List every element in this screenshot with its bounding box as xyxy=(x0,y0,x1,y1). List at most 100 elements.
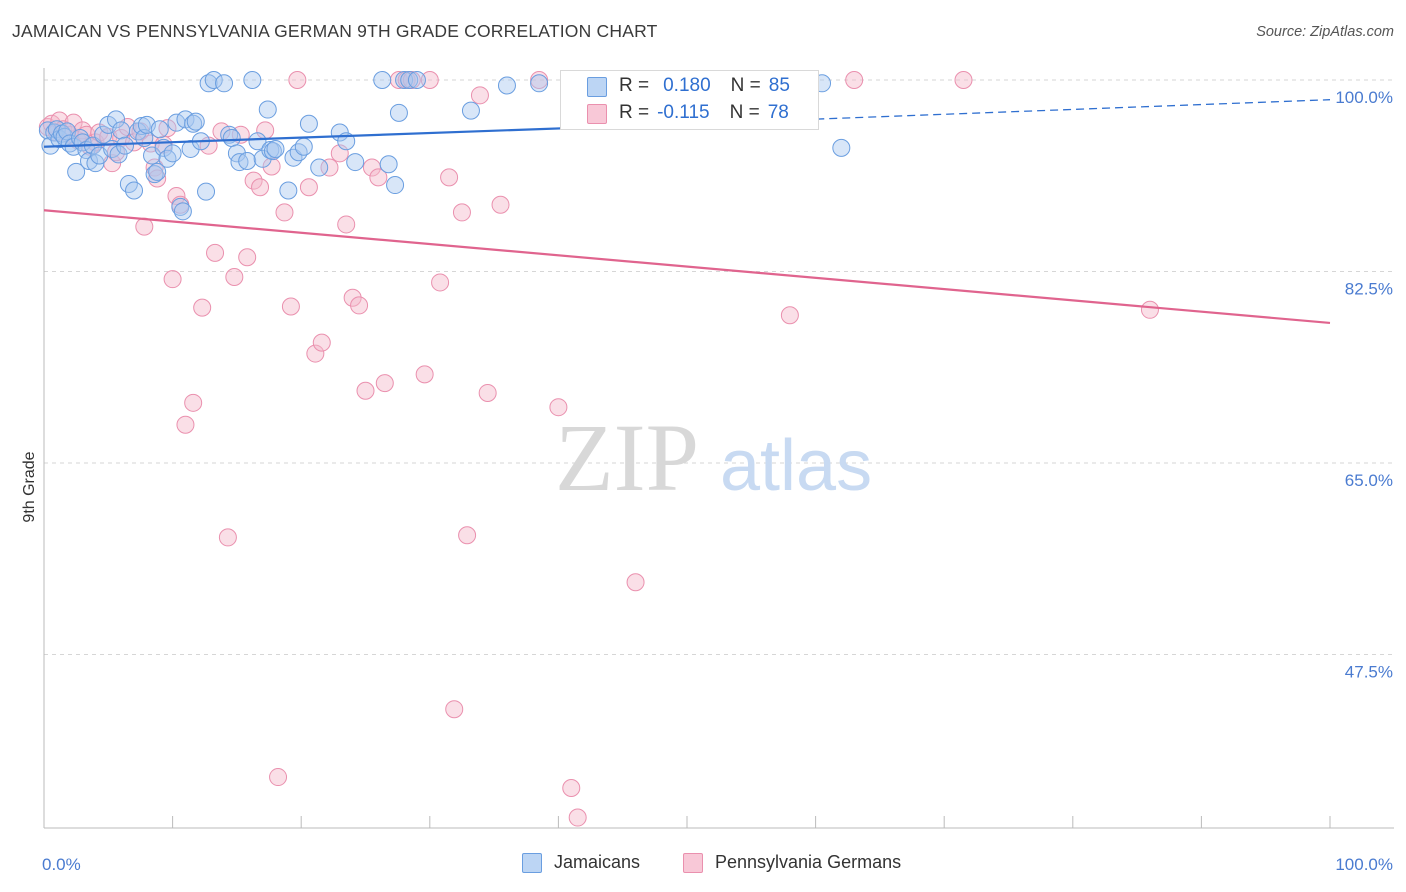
pennsylvania-german-point xyxy=(163,270,182,289)
pennsylvania-german-point xyxy=(626,573,645,592)
pennsylvania-german-point xyxy=(306,344,325,363)
pennsylvania-german-point xyxy=(275,203,294,222)
jamaican-point xyxy=(80,151,99,170)
jamaican-point xyxy=(148,162,167,181)
pennsylvania-german-point xyxy=(549,398,568,417)
watermark-atlas: atlas xyxy=(720,426,872,506)
y-tick-label: 100.0% xyxy=(1335,88,1393,107)
legend-r-label: R = xyxy=(619,75,650,96)
jamaican-point xyxy=(407,71,426,89)
jamaican-point xyxy=(497,76,516,95)
pennsylvania-german-point xyxy=(184,393,203,412)
pennsylvania-german-point xyxy=(244,171,263,190)
pennsylvania-german-point xyxy=(343,288,362,307)
jamaican-point xyxy=(230,153,249,172)
legend-item-jamaicans: Jamaicans xyxy=(522,852,640,873)
jamaican-point xyxy=(461,101,480,120)
jamaican-point xyxy=(67,162,86,181)
pennsylvania-german-point xyxy=(478,383,497,402)
y-tick-labels: 100.0% 82.5% 65.0% 47.5% xyxy=(1335,88,1393,682)
pennsylvania-german-point xyxy=(238,248,257,267)
jamaican-point xyxy=(204,71,223,89)
legend-label-jamaicans: Jamaicans xyxy=(554,852,641,872)
jamaican-point xyxy=(386,176,405,195)
jamaican-point xyxy=(299,114,318,133)
pennsylvania-german-point xyxy=(350,296,369,315)
jamaican-point xyxy=(373,71,392,89)
pennsylvania-german-point xyxy=(415,365,434,384)
pennsylvania-german-point xyxy=(491,195,510,214)
jamaican-point xyxy=(197,182,216,201)
jamaican-point xyxy=(150,120,169,139)
jamaican-point xyxy=(395,71,414,89)
pennsylvania-german-point xyxy=(845,71,864,89)
pennsylvania-german-point xyxy=(337,215,356,234)
legend-item-pennsylvania-germans: Pennsylvania Germans xyxy=(683,852,901,873)
jamaican-point xyxy=(263,142,282,161)
jamaican-point xyxy=(400,71,419,89)
jamaican-point xyxy=(310,158,329,177)
legend-n-value: 78 xyxy=(767,102,789,123)
jamaican-point xyxy=(389,103,408,122)
y-tick-label: 47.5% xyxy=(1345,663,1393,682)
jamaican-point xyxy=(184,114,203,133)
legend-swatch-pennsylvania-germans xyxy=(683,852,703,873)
pennsylvania-german-point xyxy=(780,306,799,325)
jamaican-trend-extension xyxy=(751,99,1331,123)
jamaican-point xyxy=(266,139,285,158)
x-tick-label-min: 0.0% xyxy=(42,855,81,874)
pennsylvania-german-point xyxy=(452,203,471,222)
pennsylvania-german-point xyxy=(369,168,388,187)
pennsylvania-german-point xyxy=(135,217,154,236)
jamaican-point xyxy=(258,100,277,119)
legend-n-label: N = xyxy=(729,102,760,123)
jamaican-point xyxy=(346,153,365,172)
pennsylvania-german-point xyxy=(568,808,587,827)
jamaican-point xyxy=(94,125,113,144)
chart-title: JAMAICAN VS PENNSYLVANIA GERMAN 9TH GRAD… xyxy=(12,21,658,41)
jamaican-point xyxy=(530,74,549,93)
jamaican-point xyxy=(238,151,257,170)
jamaican-point xyxy=(145,165,164,184)
jamaican-point xyxy=(243,71,262,89)
pennsylvania-german-point xyxy=(356,381,375,400)
legend-swatch-pink xyxy=(587,104,607,124)
pennsylvania-german-point xyxy=(312,333,331,352)
source-label: Source: ZipAtlas.com xyxy=(1256,24,1394,40)
jamaican-point xyxy=(222,128,241,147)
jamaican-point xyxy=(163,144,182,163)
jamaican-point xyxy=(248,132,267,151)
pennsylvania-german-point xyxy=(206,243,225,262)
pennsylvania-german-point xyxy=(158,119,177,138)
pennsylvania-german-point xyxy=(225,267,244,286)
legend-row-jamaicans: R = 0.180 N = 85 xyxy=(619,74,790,98)
pennsylvania-german-points xyxy=(38,71,1159,827)
pennsylvania-german-point xyxy=(218,528,237,547)
pennsylvania-german-point xyxy=(954,71,973,89)
legend-r-label: R = xyxy=(619,102,650,123)
jamaican-point xyxy=(832,138,851,157)
jamaican-point xyxy=(294,137,313,156)
pennsylvania-german-point xyxy=(470,86,489,105)
y-tick-label: 82.5% xyxy=(1345,280,1393,299)
pennsylvania-german-point xyxy=(458,526,477,545)
pennsylvania-german-point xyxy=(269,768,288,787)
jamaican-point xyxy=(125,181,144,200)
legend-row-pennsylvania-germans: R = -0.115 N = 78 xyxy=(619,101,789,125)
pennsylvania-german-point xyxy=(440,168,459,187)
jamaican-point xyxy=(186,112,205,131)
jamaican-point xyxy=(284,148,303,167)
pennsylvania-german-point xyxy=(320,158,339,177)
jamaican-point xyxy=(199,74,218,93)
pennsylvania-german-point xyxy=(167,186,186,205)
pennsylvania-german-point xyxy=(562,779,581,798)
jamaican-point xyxy=(289,143,308,162)
pennsylvania-german-point xyxy=(193,298,212,317)
correlation-legend: R = 0.180 N = 85 R = -0.115 N = 78 xyxy=(560,70,819,130)
jamaican-points xyxy=(38,71,851,221)
jamaican-point xyxy=(132,116,151,135)
pennsylvania-german-point xyxy=(375,374,394,393)
pennsylvania-german-point xyxy=(431,273,450,292)
pennsylvania-german-point xyxy=(420,71,439,89)
